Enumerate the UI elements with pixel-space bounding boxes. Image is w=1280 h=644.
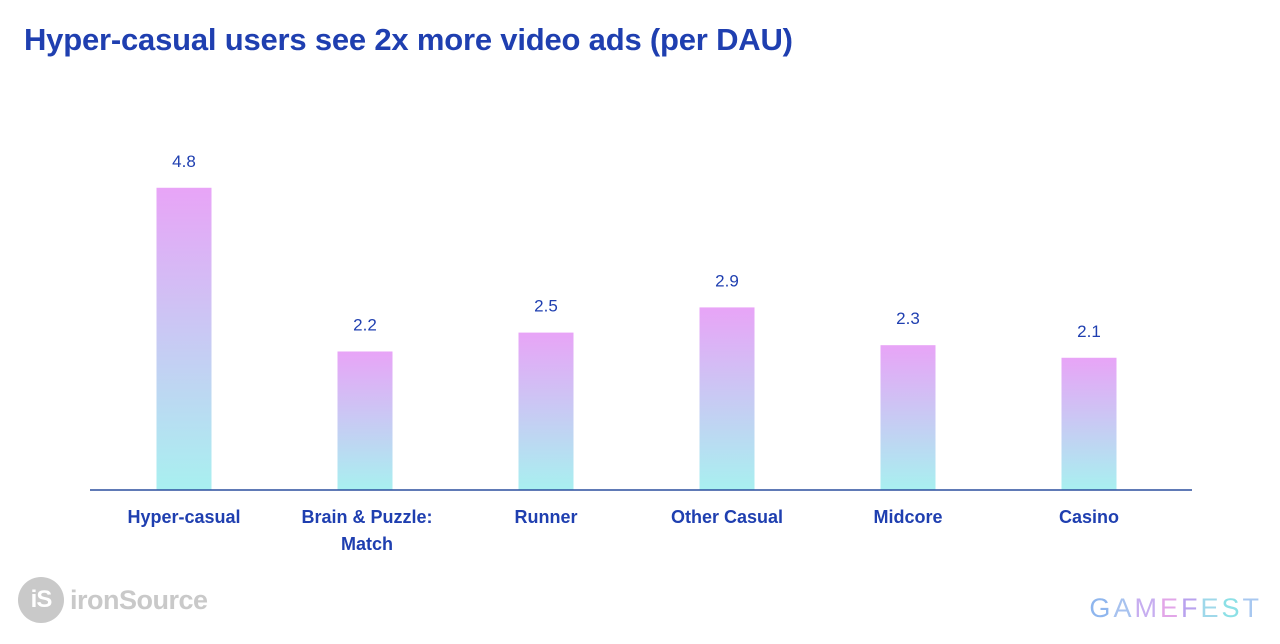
bar-4 [880, 345, 936, 490]
category-label-0: Hyper-casual [127, 507, 240, 527]
bar-value-label-2: 2.5 [534, 297, 558, 316]
category-label-3: Other Casual [671, 507, 783, 527]
bar-5 [1061, 357, 1117, 490]
category-label-line: Midcore [873, 507, 942, 527]
ironsource-badge-text: iS [30, 586, 53, 613]
bar-value-label-0: 4.8 [172, 152, 196, 171]
category-label-line: Match [341, 534, 393, 554]
ironsource-badge-icon: iS [18, 577, 64, 623]
category-label-line: Hyper-casual [127, 507, 240, 527]
gamefest-logo: GAMEFEST [1089, 593, 1262, 623]
category-label-1: Brain & Puzzle: Match [301, 507, 432, 554]
ironsource-wordmark: ironSource [70, 584, 208, 615]
bar-0 [156, 187, 212, 490]
bar-1 [337, 351, 393, 490]
bar-value-label-5: 2.1 [1077, 322, 1101, 341]
category-label-2: Runner [515, 507, 578, 527]
bar-value-label-1: 2.2 [353, 315, 377, 334]
bar-value-label-3: 2.9 [715, 271, 739, 290]
category-label-4: Midcore [873, 507, 942, 527]
category-label-5: Casino [1059, 507, 1119, 527]
bar-value-label-4: 2.3 [896, 309, 920, 328]
chart-title: Hyper-casual users see 2x more video ads… [24, 22, 793, 57]
bar-2 [518, 332, 574, 490]
category-label-line: Other Casual [671, 507, 783, 527]
ironsource-logo: iS ironSource [18, 577, 208, 623]
bar-3 [699, 307, 755, 490]
category-label-line: Brain & Puzzle: [301, 507, 432, 527]
category-label-line: Runner [515, 507, 578, 527]
category-label-line: Casino [1059, 507, 1119, 527]
